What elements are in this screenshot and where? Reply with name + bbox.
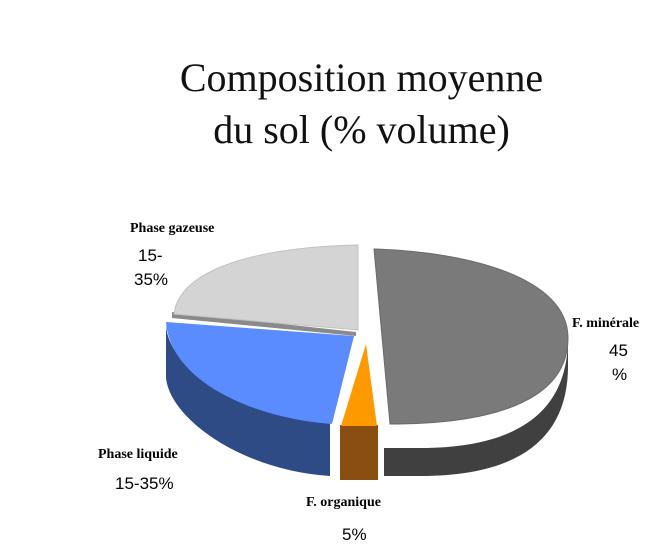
value-f-minerale-line-2: % — [612, 365, 627, 384]
slice-phase-gazeuse — [172, 244, 359, 336]
slice-phase-liquide — [166, 322, 354, 476]
value-f-minerale-line-1: 45 — [609, 341, 628, 360]
slice-f-organique-side — [340, 425, 378, 480]
value-f-organique: 5% — [342, 525, 367, 544]
chart-title-line-2: du sol (% volume) — [213, 107, 510, 152]
slice-f-minerale — [373, 248, 569, 476]
slice-f-minerale-side — [384, 338, 568, 476]
label-f-organique: F. organique — [306, 495, 381, 510]
slice-f-organique-top — [341, 344, 377, 426]
value-phase-gazeuse-line-2: 35% — [134, 270, 168, 289]
slice-phase-gazeuse-top — [173, 244, 359, 331]
slice-phase-liquide-side — [166, 326, 330, 476]
slice-f-organique — [340, 344, 378, 480]
label-f-minerale: F. minérale — [572, 316, 639, 331]
value-phase-gazeuse-line-1: 15- — [138, 246, 163, 265]
label-phase-liquide: Phase liquide — [98, 447, 178, 462]
label-phase-gazeuse: Phase gazeuse — [130, 221, 214, 236]
value-phase-liquide: 15-35% — [115, 474, 174, 493]
slice-f-minerale-top — [373, 248, 569, 425]
chart-title-line-1: Composition moyenne — [179, 55, 544, 100]
slice-phase-liquide-top — [166, 322, 354, 424]
